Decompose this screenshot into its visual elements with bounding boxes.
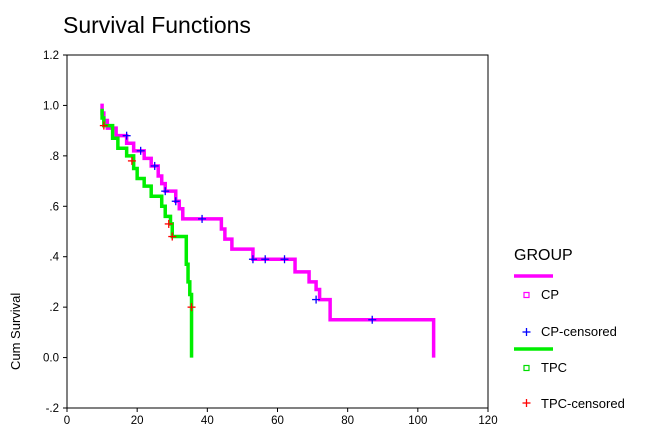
y-tick-label: .2	[49, 302, 59, 314]
censor-marker-cp	[248, 255, 257, 264]
legend-plus-tpc-censored	[522, 399, 531, 407]
censor-marker-cp	[312, 295, 321, 304]
x-tick-label: 0	[64, 415, 70, 427]
series-line-cp	[100, 103, 436, 358]
y-tick-label: 1.0	[43, 100, 59, 112]
censor-marker-cp	[171, 197, 180, 206]
x-tick-label: 20	[131, 415, 144, 427]
x-tick-label: 80	[341, 415, 354, 427]
censor-marker-cp	[368, 315, 377, 324]
censor-marker-tpc	[99, 121, 108, 130]
censor-marker-tpc	[164, 219, 173, 228]
censor-marker-cp	[122, 131, 131, 140]
legend-label-cp-censored: CP-censored	[541, 324, 617, 339]
censor-marker-cp	[161, 187, 170, 196]
y-tick-label: 1.2	[43, 50, 59, 62]
censor-marker-tpc	[168, 232, 177, 241]
y-tick-label: .6	[49, 201, 59, 213]
legend-label-tpc: TPC	[541, 360, 567, 375]
legend-square-cp	[523, 291, 530, 299]
censor-markers	[99, 121, 377, 324]
x-tick-label: 60	[271, 415, 284, 427]
series-lines	[100, 103, 436, 358]
y-tick-label: 0.0	[43, 353, 59, 365]
censor-marker-tpc	[187, 303, 196, 312]
censor-marker-cp	[198, 214, 207, 223]
y-tick-label: .8	[49, 151, 59, 163]
legend-square-tpc	[523, 364, 530, 372]
x-tick-label: 120	[478, 415, 497, 427]
legend-plus-cp-censored	[522, 328, 531, 336]
censor-marker-tpc	[127, 156, 136, 165]
x-tick-label: 40	[201, 415, 214, 427]
series-line-tpc	[100, 108, 194, 358]
legend-label-tpc-censored: TPC-censored	[541, 396, 625, 411]
censor-marker-cp	[280, 255, 289, 264]
censor-marker-cp	[261, 255, 270, 264]
x-tick-label: 100	[408, 415, 427, 427]
legend-symbols	[514, 274, 553, 407]
chart-title: Survival Functions	[63, 12, 251, 38]
legend-label-cp: CP	[541, 287, 560, 302]
axes: -.2 0.0 .2 .4 .6 .8 1.0 1.2 0 20 40 60 80 100 120	[43, 50, 498, 427]
legend-title: GROUP	[514, 247, 573, 264]
y-tick-label: .4	[49, 252, 59, 264]
censor-marker-cp	[150, 161, 159, 170]
y-tick-label: -.2	[46, 403, 59, 415]
censor-marker-cp	[136, 146, 145, 155]
plot-frame	[66, 54, 489, 409]
